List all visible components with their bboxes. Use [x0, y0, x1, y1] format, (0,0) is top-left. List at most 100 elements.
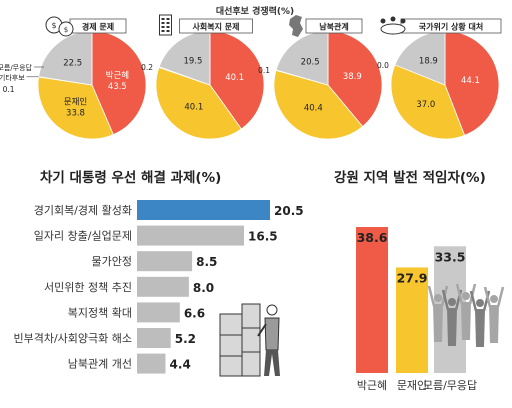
issue-category-label: 일자리 창출/실업문제 — [34, 229, 132, 243]
pie-chart-2: 사회복지 문제 40.1 40.1 19.5 0.2 — [141, 14, 265, 140]
icon-glyph: $ — [64, 26, 68, 34]
issues-bar-chart: 경기회복/경제 활성화 20.5 일자리 창출/실업문제 16.5 물가안정 8.5 서민위… — [13, 200, 304, 374]
pie-section-title: 대선후보 경쟁력(%) — [216, 5, 294, 17]
icon-person-arm — [482, 290, 491, 312]
region-category-label: 모름/무응답 — [423, 379, 477, 392]
icon-person-head — [448, 298, 456, 306]
pie-slice — [444, 30, 500, 136]
slice-value-label: 0.2 — [141, 63, 153, 72]
icon-shape — [58, 21, 74, 37]
pie-chart-4: 국가위기 상황 대처 44.1 37.0 18.9 0.0 — [377, 16, 502, 140]
icon-person-head — [490, 295, 498, 303]
issue-category-label: 복지정책 확대 — [68, 306, 132, 319]
issue-bar — [137, 251, 193, 272]
icon-person-body — [433, 304, 443, 342]
icon-person-arm — [427, 285, 436, 307]
issue-category-label: 빈부격차/사회양극화 해소 — [13, 331, 132, 345]
region-value-label: 38.6 — [357, 230, 388, 245]
issue-value-label: 8.5 — [196, 255, 217, 269]
slice-value-label: 40.1 — [184, 103, 203, 113]
icon-person-head — [476, 299, 484, 307]
slice-value-label: 40.4 — [304, 104, 323, 114]
pie-slice — [37, 76, 114, 140]
icon-window — [161, 18, 165, 20]
slice-name-label: 모름/무응답 — [0, 63, 33, 72]
pie-title: 남북관계 — [319, 22, 348, 32]
pie-title: 사회복지 문제 — [193, 22, 240, 32]
slice-value-label: 37.0 — [416, 100, 435, 110]
icon-shape — [390, 16, 396, 22]
icon-person-arm — [455, 283, 464, 305]
icon-shape — [380, 23, 406, 35]
icon-cabinet — [241, 303, 261, 377]
region-chart-title: 강원 지역 발전 적임자(%) — [334, 169, 486, 186]
slice-value-label: 40.1 — [225, 73, 244, 83]
region-bar-chart: 38.6 박근혜 27.9 문재인 33.5 모름/무응답 — [356, 227, 477, 392]
icon-shape — [159, 14, 172, 36]
icon-person-body — [461, 302, 471, 340]
icon-person-head — [462, 292, 470, 300]
icon-legs — [264, 350, 280, 376]
region-category-label: 박근혜 — [357, 379, 387, 392]
pie-slice — [155, 66, 242, 140]
icon-window — [166, 30, 170, 32]
issue-category-label: 서민위한 정책 추진 — [44, 281, 132, 294]
korea-map-icon — [289, 15, 303, 37]
slice-value-label: 18.9 — [419, 56, 438, 66]
issue-category-label: 경기회복/경제 활성화 — [34, 203, 132, 217]
slice-name-label: 기타후보 — [0, 73, 25, 82]
slice-value-label: 38.9 — [343, 72, 362, 82]
icon-person-body — [475, 309, 485, 347]
icon-person-arm — [483, 286, 492, 308]
region-value-label: 33.5 — [435, 249, 466, 264]
money-bags-icon: $ $ — [45, 16, 74, 37]
pie-chart-3: 남북관계 38.9 40.4 20.5 0.1 — [258, 15, 383, 140]
issue-value-label: 8.0 — [193, 281, 214, 295]
icon-window — [166, 22, 170, 24]
icon-body — [264, 317, 280, 351]
icon-shape — [400, 18, 406, 24]
region-bar — [396, 267, 428, 373]
icon-head — [266, 304, 278, 316]
pie-title: 경제 문제 — [82, 22, 114, 32]
issue-bar — [137, 276, 189, 297]
icon-shape — [289, 15, 303, 37]
issue-bar — [137, 200, 270, 220]
icon-shape — [380, 18, 386, 24]
slice-name-label: 문재인 — [64, 96, 87, 107]
icon-window — [161, 30, 165, 32]
issue-category-label: 남북관계 개선 — [68, 358, 132, 371]
icon-person-arm — [441, 289, 450, 311]
icon-window — [161, 22, 165, 24]
issue-value-label: 4.4 — [170, 358, 191, 372]
pie-slice — [273, 69, 364, 140]
building-icon — [159, 14, 172, 36]
issue-value-label: 20.5 — [274, 204, 304, 218]
slice-value-label: 0.0 — [377, 61, 389, 70]
meeting-table-icon — [380, 16, 406, 35]
slice-value-label: 43.5 — [108, 82, 127, 92]
cheering-people-icon — [427, 283, 505, 347]
icon-arm — [257, 323, 267, 337]
region-value-label: 27.9 — [397, 270, 428, 285]
issue-bar — [137, 302, 180, 323]
pie-title: 국가위기 상황 대처 — [419, 22, 483, 32]
slice-value-label: 0.1 — [3, 85, 15, 94]
icon-window — [166, 26, 170, 28]
pie-slice — [91, 30, 147, 136]
slice-value-label: 22.5 — [63, 58, 82, 68]
issue-bar — [137, 353, 166, 374]
icon-window — [166, 18, 170, 20]
issue-value-label: 16.5 — [248, 230, 278, 244]
slice-value-label: 20.5 — [301, 57, 320, 67]
region-category-label: 문재인 — [397, 379, 427, 392]
slice-value-label: 33.8 — [66, 108, 85, 118]
pie-title-box — [305, 18, 363, 34]
icon-person-body — [447, 308, 457, 346]
slice-value-label: 19.5 — [183, 57, 202, 67]
issue-bar — [137, 328, 171, 348]
slice-value-label: 0.1 — [258, 66, 270, 75]
issue-value-label: 6.6 — [184, 306, 205, 320]
issue-category-label: 물가안정 — [92, 255, 132, 268]
